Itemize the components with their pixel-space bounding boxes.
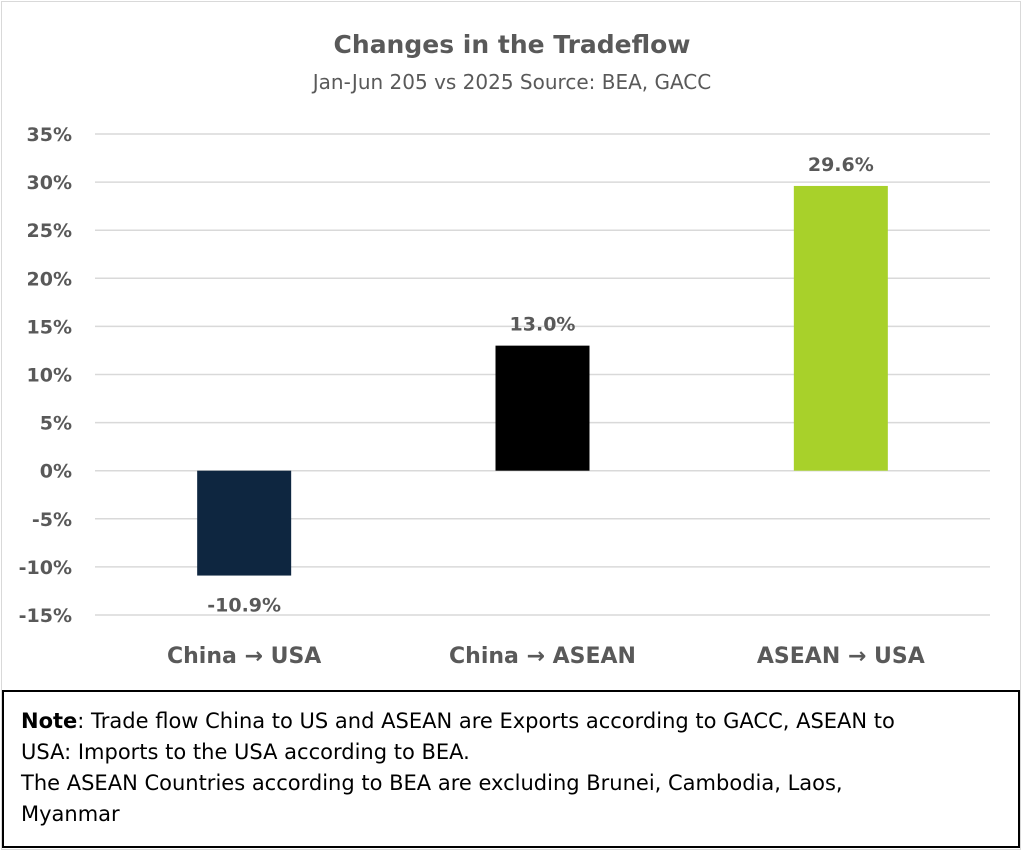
bar [495, 345, 590, 471]
y-tick-label: 15% [27, 316, 72, 338]
data-labels: -10.9% 13.0% 29.6% [207, 154, 874, 617]
chart-title: Changes in the Tradeflow [334, 30, 691, 59]
y-tick-label: 0% [40, 461, 72, 483]
note-line-2: USA: Imports to the USA according to BEA… [21, 740, 470, 764]
x-axis-category-labels: China → USA China → ASEAN ASEAN → USA [167, 644, 925, 669]
y-tick-label: 5% [40, 413, 72, 435]
y-tick-label: -15% [19, 605, 72, 627]
y-axis-tick-labels: 35% 30% 25% 20% 15% 10% 5% 0% -5% -10% -15% [19, 124, 72, 627]
y-tick-label: 30% [27, 172, 72, 194]
bar [197, 470, 292, 576]
data-label: 29.6% [808, 154, 874, 176]
y-tick-label: 35% [27, 124, 72, 146]
note-line-3: The ASEAN Countries according to BEA are… [21, 771, 843, 795]
y-tick-label: 10% [27, 365, 72, 387]
y-tick-label: 25% [27, 220, 72, 242]
note-label: Note [21, 709, 78, 733]
x-category-label: ASEAN → USA [757, 644, 925, 669]
x-category-label: China → USA [167, 644, 321, 669]
note-text-1: : Trade flow China to US and ASEAN are E… [77, 709, 895, 733]
data-label: 13.0% [510, 314, 576, 336]
y-tick-label: -10% [19, 557, 72, 579]
bar-chart: Changes in the Tradeflow Jan-Jun 205 vs … [19, 30, 990, 669]
data-label: -10.9% [207, 595, 281, 617]
chart-subtitle: Jan-Jun 205 vs 2025 Source: BEA, GACC [311, 70, 711, 94]
note-box: Note: Trade flow China to US and ASEAN a… [2, 690, 1020, 848]
x-category-label: China → ASEAN [449, 644, 636, 669]
y-tick-label: 20% [27, 268, 72, 290]
bar [793, 185, 888, 471]
y-tick-label: -5% [32, 509, 72, 531]
note-line-4: Myanmar [21, 802, 120, 826]
bars [197, 185, 888, 576]
note-line-1: Note: Trade flow China to US and ASEAN a… [21, 706, 1004, 737]
